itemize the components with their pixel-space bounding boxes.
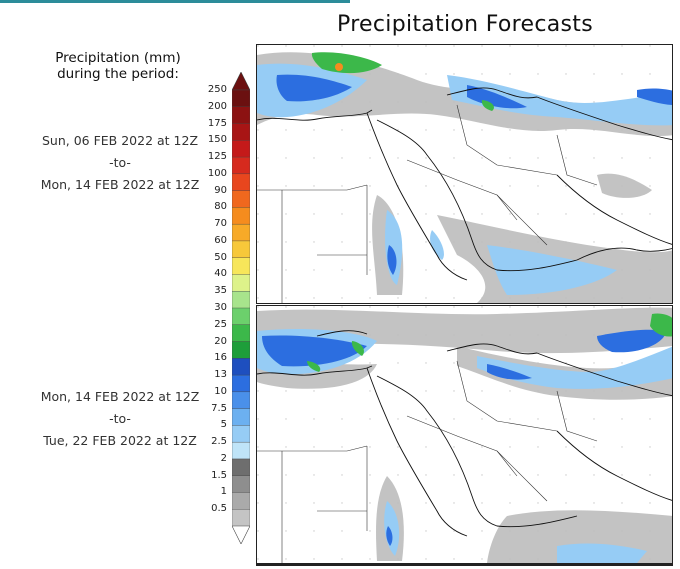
country-borders: [257, 104, 598, 303]
forecast-map-week2: [256, 305, 673, 564]
colorbar-segment: [232, 190, 250, 208]
colorbar-tick-label: 20: [214, 335, 227, 347]
colorbar-segment: [232, 425, 250, 443]
colorbar-segment: [232, 492, 250, 510]
colorbar-segment: [232, 240, 250, 259]
precipitation-colorbar: [232, 72, 250, 544]
max-precip-spot: [335, 63, 343, 71]
colorbar-tick-label: 50: [214, 251, 227, 263]
colorbar-segment: [232, 140, 250, 158]
country-borders: [257, 360, 598, 563]
colorbar-segment: [232, 223, 250, 242]
colorbar-tick-label: 1: [220, 486, 227, 498]
colorbar-segment: [232, 324, 250, 343]
period-2-label: Mon, 14 FEB 2022 at 12Z -to- Tue, 22 FEB…: [20, 386, 220, 452]
coastlines: [257, 330, 672, 537]
colorbar-tick-label: 175: [207, 117, 227, 129]
period-2-end: Tue, 22 FEB 2022 at 12Z: [43, 433, 197, 448]
legend-title: Precipitation (mm) during the period:: [18, 50, 218, 82]
colorbar-segment: [232, 207, 250, 225]
colorbar-segment: [232, 257, 250, 275]
colorbar-tick-label: 2.5: [211, 436, 227, 448]
colorbar-tick-label: 2: [220, 452, 227, 464]
colorbar-tick-label: 5: [220, 419, 227, 431]
colorbar-segment: [232, 475, 250, 493]
heavy-precip-areas: [276, 74, 672, 275]
period-1-end: Mon, 14 FEB 2022 at 12Z: [40, 177, 200, 192]
colorbar-tick-label: 60: [214, 234, 227, 246]
colorbar-tick-label: 35: [214, 285, 227, 297]
colorbar-tick-label: 30: [214, 302, 227, 313]
colorbar-tick-label: 10: [214, 385, 227, 397]
very-heavy-precip-areas: [307, 313, 672, 372]
colorbar-bottom-arrow: [232, 525, 250, 544]
colorbar-segment: [232, 89, 250, 108]
colorbar-tick-label: 150: [207, 134, 227, 146]
very-heavy-precip-areas: [311, 52, 494, 111]
colorbar-segment: [232, 307, 250, 326]
page-title: Precipitation Forecasts: [337, 12, 593, 37]
colorbar-tick-label: 0.5: [211, 503, 227, 515]
colorbar-tick-label: 200: [207, 100, 227, 112]
colorbar-segment: [232, 458, 250, 477]
colorbar-segment: [232, 173, 250, 192]
colorbar-tick-label: 13: [214, 369, 227, 381]
legend-title-line1: Precipitation (mm): [55, 50, 181, 66]
colorbar-segment: [232, 274, 250, 292]
colorbar-segment: [232, 291, 250, 309]
forecast-map-week1: [256, 44, 673, 304]
top-accent-bar: [0, 0, 350, 3]
colorbar-tick-label: 7.5: [211, 402, 227, 414]
colorbar-tick-label: 250: [207, 84, 227, 95]
period-1-label: Sun, 06 FEB 2022 at 12Z -to- Mon, 14 FEB…: [20, 130, 220, 196]
colorbar-tick-label: 100: [207, 167, 227, 179]
colorbar-tick-label: 16: [214, 352, 227, 364]
period-2-sep: -to-: [109, 411, 131, 426]
heavy-precip-areas: [262, 329, 667, 546]
colorbar-top-arrow: [232, 72, 250, 91]
colorbar-tick-label: 90: [214, 184, 227, 196]
period-2-start: Mon, 14 FEB 2022 at 12Z: [40, 389, 200, 404]
colorbar-tick-label: 40: [214, 268, 227, 280]
bottom-border: [256, 564, 673, 566]
colorbar-segment: [232, 341, 250, 359]
colorbar-segment: [232, 391, 250, 410]
period-1-sep: -to-: [109, 155, 131, 170]
colorbar-tick-label: 1.5: [211, 469, 227, 481]
coastlines: [257, 87, 672, 281]
colorbar-segment: [232, 156, 250, 175]
legend-title-line2: during the period:: [57, 66, 179, 82]
colorbar-segment: [232, 509, 250, 527]
period-1-start: Sun, 06 FEB 2022 at 12Z: [41, 133, 199, 148]
colorbar-segment: [232, 374, 250, 393]
colorbar-segment: [232, 106, 250, 125]
colorbar-tick-label: 25: [214, 318, 227, 330]
colorbar-segment: [232, 358, 250, 376]
colorbar-segment: [232, 408, 250, 426]
colorbar-tick-label: 125: [207, 151, 227, 163]
colorbar-tick-label: 70: [214, 218, 227, 230]
colorbar-segment: [232, 441, 250, 460]
colorbar-segment: [232, 123, 250, 141]
colorbar-tick-label: 80: [214, 201, 227, 213]
